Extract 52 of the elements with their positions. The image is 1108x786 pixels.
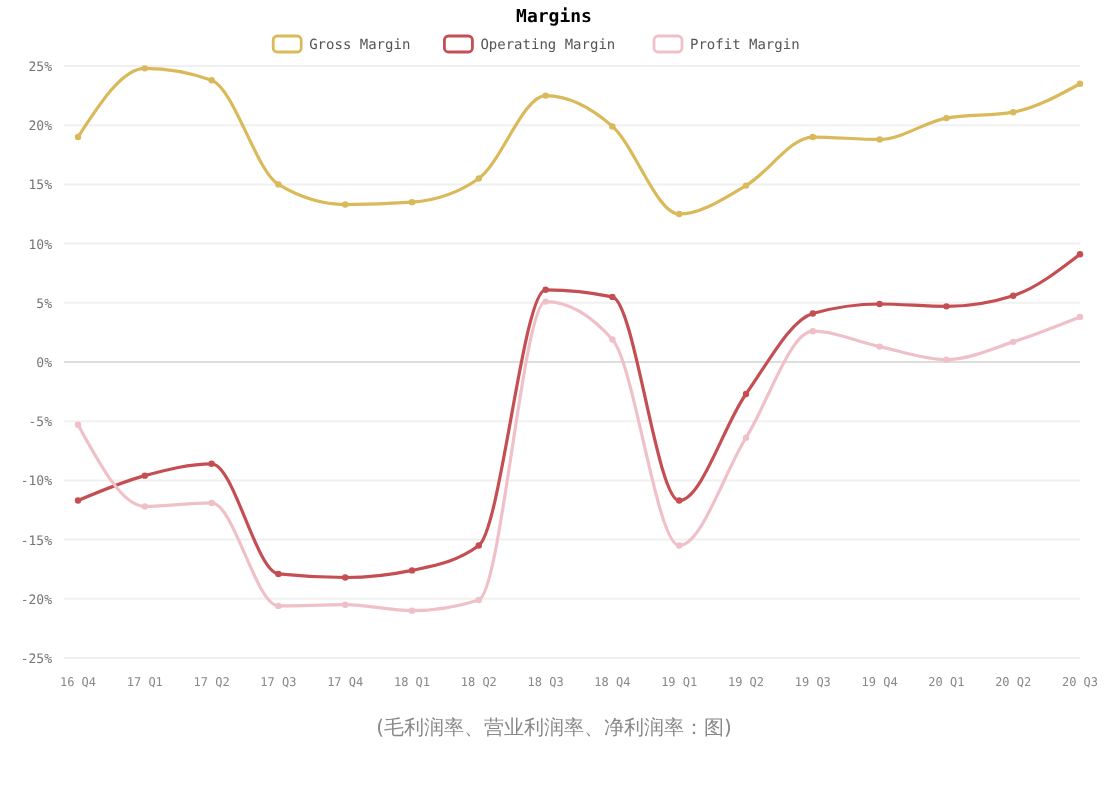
point: [342, 601, 349, 608]
point: [74, 497, 82, 504]
point: [943, 303, 950, 310]
point: [943, 356, 950, 363]
point: [275, 602, 282, 610]
point: [1010, 292, 1017, 299]
point: [809, 328, 816, 335]
point: [475, 542, 482, 549]
point: [141, 503, 148, 510]
point: [742, 390, 750, 398]
point: [1076, 251, 1084, 258]
point: [408, 567, 416, 574]
point: [208, 499, 215, 507]
point: [876, 136, 883, 143]
point: [742, 182, 750, 189]
point: [408, 198, 416, 206]
point: [208, 77, 215, 84]
point: [943, 114, 950, 122]
point: [1010, 108, 1017, 116]
point: [676, 542, 683, 549]
point: [609, 123, 616, 130]
line-series: [74, 65, 1084, 218]
point: [542, 298, 549, 305]
point: [1010, 338, 1017, 346]
point: [408, 607, 416, 614]
point: [876, 300, 883, 308]
point: [742, 434, 750, 441]
point: [74, 421, 82, 428]
point: [141, 65, 148, 72]
chart-title: Margins: [516, 6, 592, 28]
point: [542, 286, 549, 293]
point: [208, 460, 215, 468]
point: [342, 201, 349, 208]
point: [809, 310, 816, 317]
point: [542, 92, 549, 99]
point: [275, 570, 282, 578]
point: [1076, 313, 1084, 321]
point: [342, 574, 349, 581]
point: [475, 175, 482, 182]
point: [1076, 80, 1084, 87]
point: [275, 181, 282, 188]
text: (毛利润率、营业利润率、净利润率：图): [376, 716, 732, 740]
point: [676, 210, 683, 218]
point: [141, 472, 148, 479]
line-series: [74, 298, 1084, 614]
point: [676, 497, 683, 504]
point: [609, 293, 616, 301]
point: [876, 343, 883, 350]
point: [809, 133, 816, 141]
point: [609, 336, 616, 343]
point: [74, 133, 82, 141]
point: [475, 596, 482, 604]
